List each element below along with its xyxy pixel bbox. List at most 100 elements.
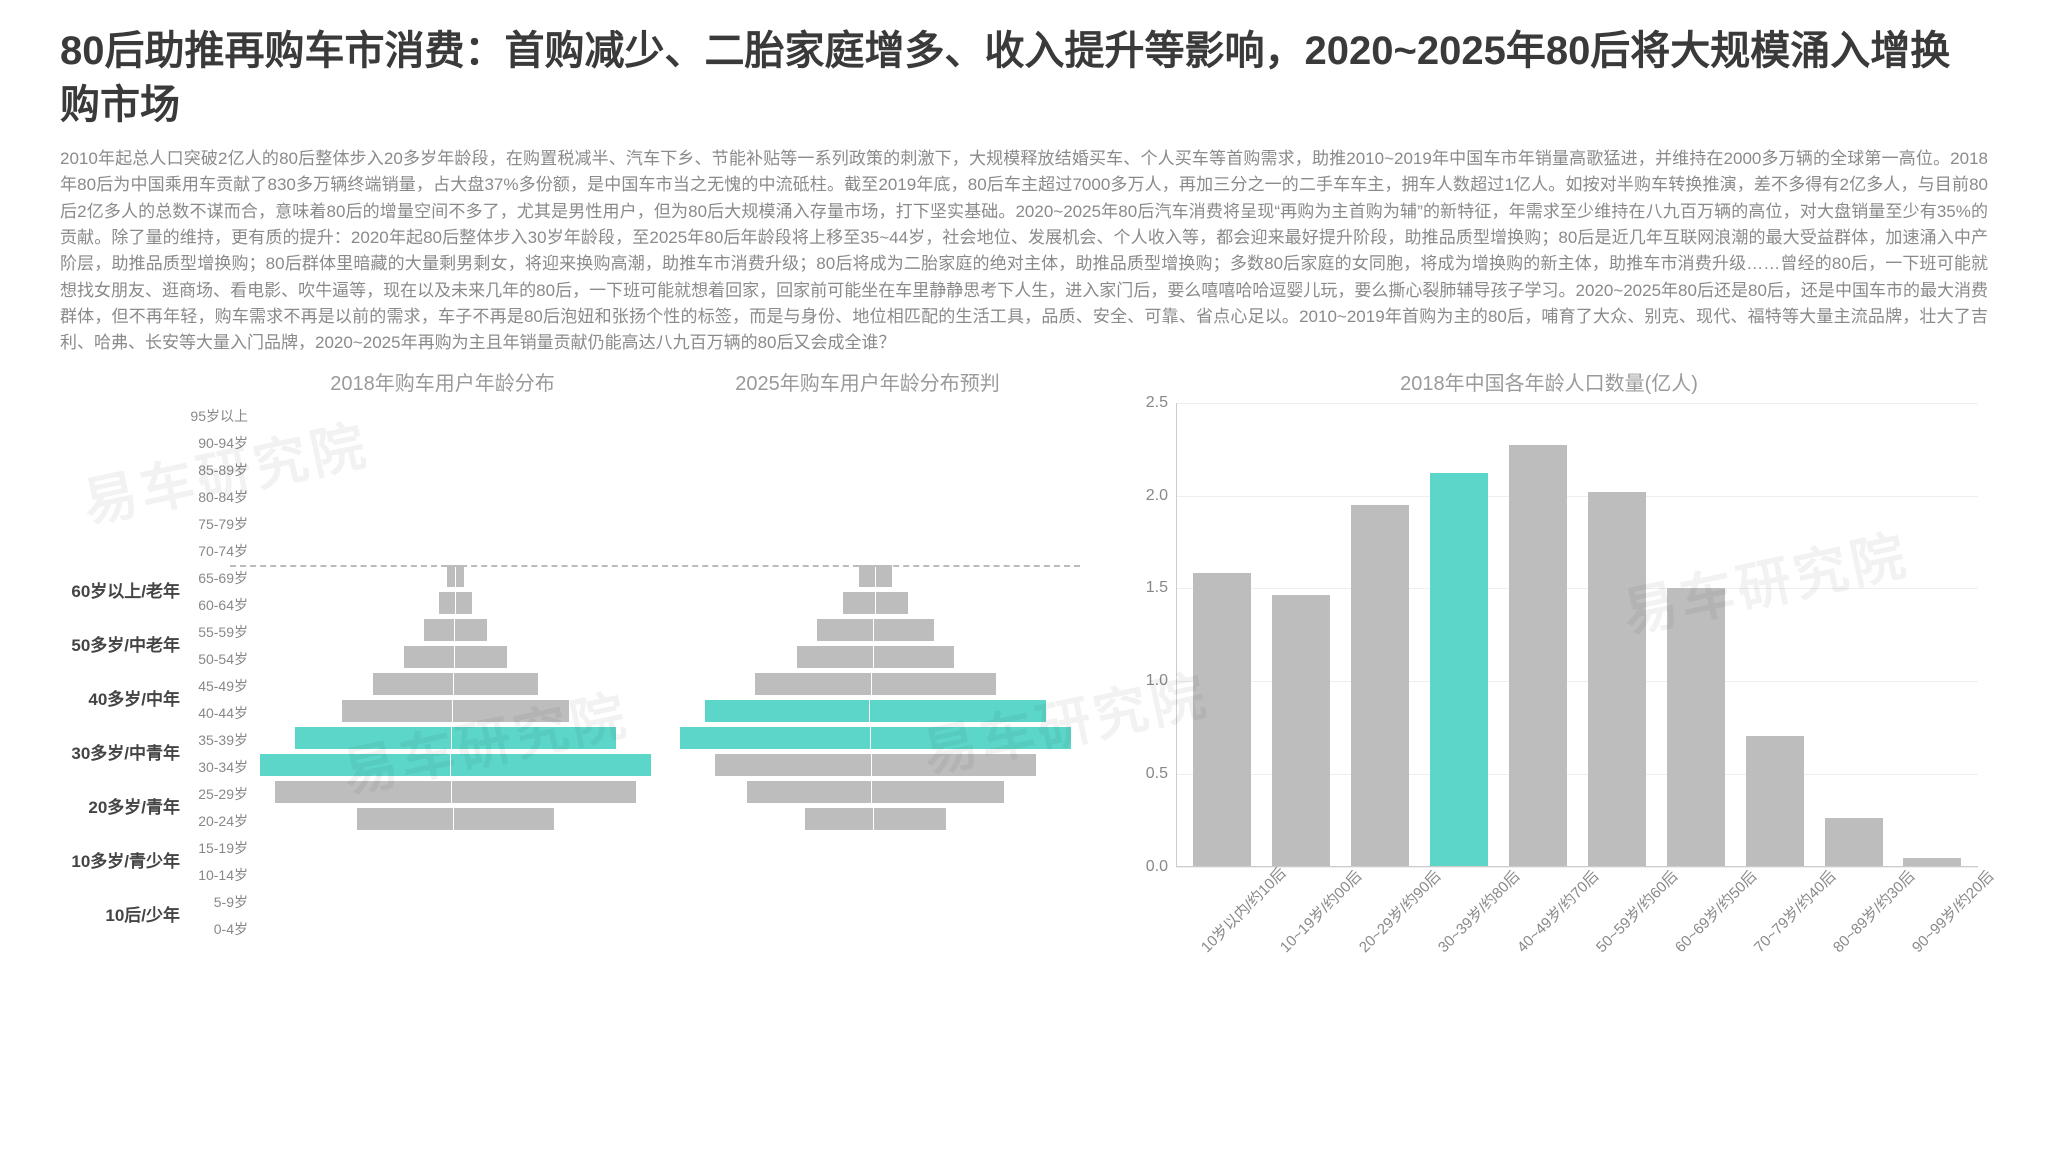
pyr-bar-left: [275, 781, 451, 803]
pyramid-row: [250, 673, 660, 695]
age-tick: 20-24岁: [180, 814, 248, 828]
page-title: 80后助推再购车市消费：首购减少、二胎家庭增多、收入提升等影响，2020~202…: [60, 24, 1988, 132]
pyramid-row: [670, 646, 1080, 668]
pyramid-2018: [250, 403, 660, 987]
age-tick: 90-94岁: [180, 436, 248, 450]
pyr-bar-left: [755, 673, 871, 695]
bar: [1430, 473, 1488, 866]
y-tick: 1.0: [1146, 672, 1168, 690]
pyr-bar-right: [454, 673, 538, 695]
bar: [1509, 445, 1567, 865]
pyr-bar-left: [715, 754, 871, 776]
age-tick: 0-4岁: [180, 922, 248, 936]
pyramid-row: [250, 538, 660, 560]
pyr-bar-left: [424, 619, 454, 641]
pyramid-row: [670, 592, 1080, 614]
y-tick: 2.0: [1146, 487, 1168, 505]
age-group-label: 10后/少年: [60, 901, 180, 926]
pyramid-row: [670, 916, 1080, 938]
pyr-bar-left: [705, 700, 869, 722]
pyramid-row: [670, 727, 1080, 749]
pyramid-row: [250, 754, 660, 776]
age-group-label: 40多岁/中年: [60, 685, 180, 710]
pyramid-row: [250, 457, 660, 479]
pyramid-row: [250, 592, 660, 614]
age-group-label: 30多岁/中青年: [60, 739, 180, 764]
age-group-label: 60岁以上/老年: [60, 577, 180, 602]
pyr-bar-right: [452, 781, 636, 803]
pyramid-row: [670, 457, 1080, 479]
age-tick: 70-74岁: [180, 544, 248, 558]
pyramid-row: [250, 889, 660, 911]
x-axis-labels: 10岁以内/约10后10~19岁/约00后20~29岁/约90后30~39岁/约…: [1176, 867, 1978, 987]
pyramid-row: [670, 403, 1080, 425]
y-axis: 0.00.51.01.52.02.5: [1130, 403, 1176, 867]
age-tick: 95岁以上: [180, 409, 248, 423]
pyramid-row: [670, 862, 1080, 884]
pyr-bar-right: [455, 619, 487, 641]
pyramid-2018-title: 2018年购车用户年龄分布: [230, 367, 655, 396]
pyr-bar-right: [872, 754, 1036, 776]
pyr-bar-right: [870, 700, 1046, 722]
bar: [1825, 818, 1883, 866]
pyramid-row: [670, 565, 1080, 587]
age-tick: 15-19岁: [180, 841, 248, 855]
pyr-bar-right: [874, 646, 954, 668]
pyramid-row: [670, 619, 1080, 641]
pyramid-row: [250, 646, 660, 668]
pyramid-row: [250, 862, 660, 884]
pyr-bar-right: [874, 808, 946, 830]
pyramid-row: [670, 538, 1080, 560]
pyr-bar-left: [342, 700, 452, 722]
bar: [1272, 595, 1330, 865]
age-group-label: 20多岁/青年: [60, 793, 180, 818]
charts-row: 2018年购车用户年龄分布 2025年购车用户年龄分布预判 95岁以上 90-94…: [60, 367, 1988, 987]
pyramid-2025-title: 2025年购车用户年龄分布预判: [655, 367, 1080, 396]
age-tick: 80-84岁: [180, 490, 248, 504]
pyr-bar-right: [453, 700, 569, 722]
bar: [1667, 588, 1725, 866]
pyramid-row: [670, 781, 1080, 803]
pyramid-row: [670, 484, 1080, 506]
pyr-bar-left: [439, 592, 455, 614]
age-group-label: 50多岁/中老年: [60, 631, 180, 656]
pyr-bar-right: [876, 592, 908, 614]
pyr-bar-right: [456, 565, 464, 587]
pyramid-row: [250, 403, 660, 425]
pyramid-row: [250, 511, 660, 533]
pyramid-row: [670, 835, 1080, 857]
age-tick: 35-39岁: [180, 733, 248, 747]
pyramid-row: [670, 430, 1080, 452]
pyr-bar-left: [747, 781, 871, 803]
age-tick: 5-9岁: [180, 895, 248, 909]
pyramid-row: [670, 511, 1080, 533]
pyr-bar-left: [859, 565, 875, 587]
pyr-bar-left: [817, 619, 873, 641]
age-tick: 75-79岁: [180, 517, 248, 531]
age-group-label: 10多岁/青少年: [60, 847, 180, 872]
pyramid-row: [250, 781, 660, 803]
age-tick: 45-49岁: [180, 679, 248, 693]
pyr-bar-left: [404, 646, 454, 668]
pyramid-row: [670, 889, 1080, 911]
age-tick: 65-69岁: [180, 571, 248, 585]
pyr-bar-left: [797, 646, 873, 668]
age-tick: 85-89岁: [180, 463, 248, 477]
age-tick: 50-54岁: [180, 652, 248, 666]
bar-plot: [1176, 403, 1978, 867]
age-tick: 30-34岁: [180, 760, 248, 774]
age-tick: 60-64岁: [180, 598, 248, 612]
pyr-bar-left: [357, 808, 453, 830]
age-tick: 10-14岁: [180, 868, 248, 882]
pyramid-row: [250, 430, 660, 452]
pyramid-row: [250, 727, 660, 749]
pyramid-row: [670, 700, 1080, 722]
pyramid-row: [670, 673, 1080, 695]
pyramid-row: [250, 916, 660, 938]
pyramid-charts: 2018年购车用户年龄分布 2025年购车用户年龄分布预判 95岁以上 90-94…: [60, 367, 1080, 987]
bar: [1746, 736, 1804, 866]
y-tick: 0.0: [1146, 858, 1168, 876]
pyr-bar-right: [456, 592, 472, 614]
pyr-bar-right: [451, 754, 651, 776]
pyr-bar-right: [872, 673, 996, 695]
